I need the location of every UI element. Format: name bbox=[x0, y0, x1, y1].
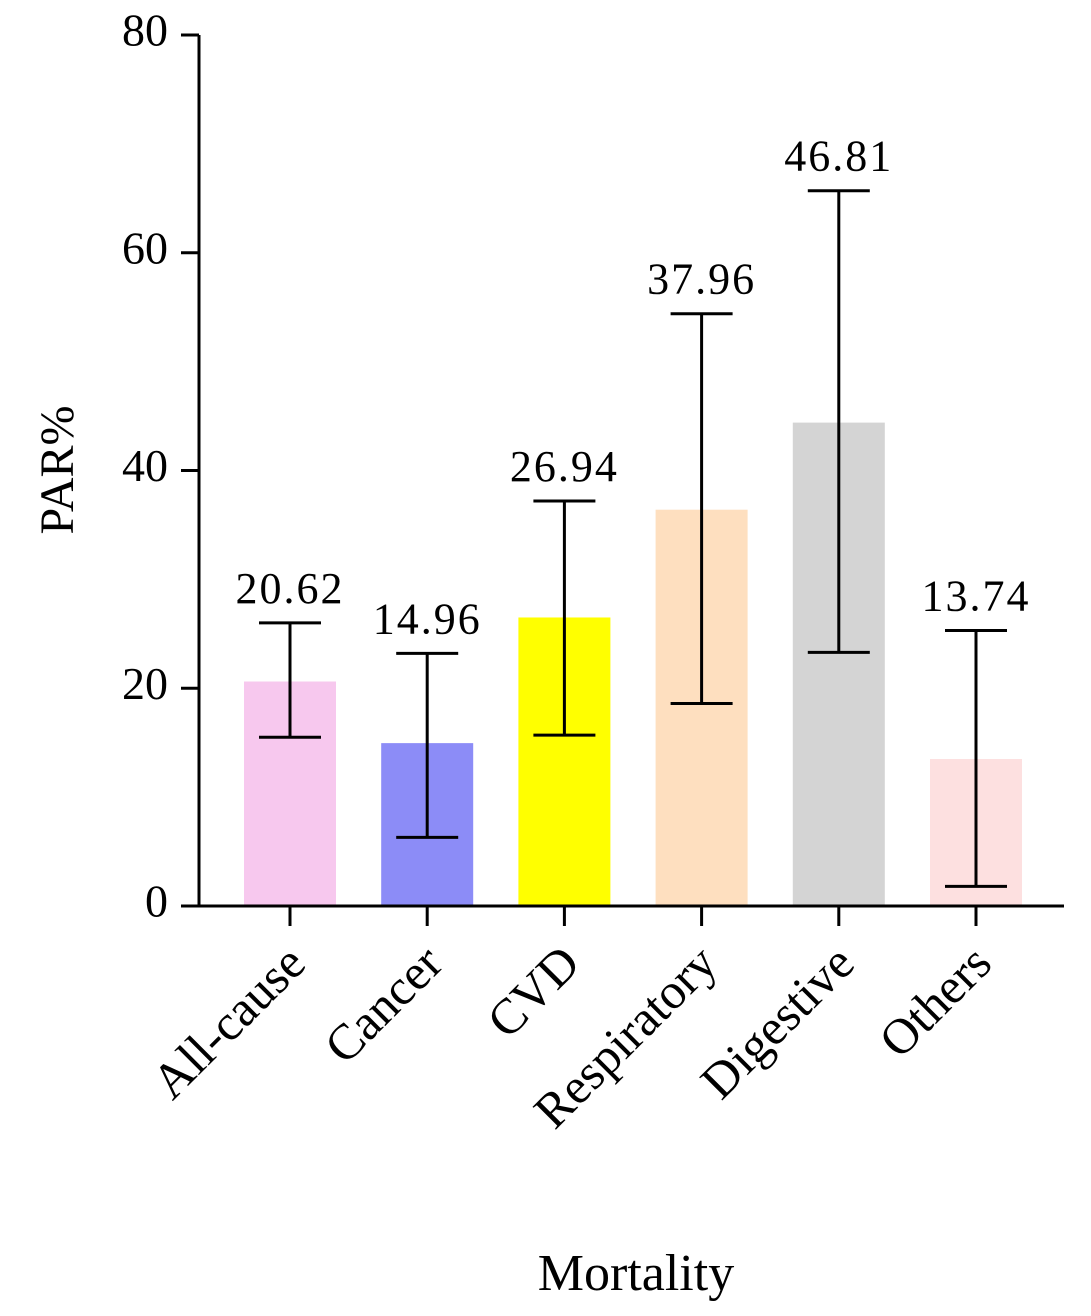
error-bars-group bbox=[259, 189, 1007, 888]
data-label: 26.94 bbox=[510, 442, 619, 491]
x-axis-label: Mortality bbox=[538, 1245, 734, 1302]
data-label: 46.81 bbox=[784, 132, 893, 181]
data-label: 14.96 bbox=[373, 594, 482, 643]
x-category-label: All-cause bbox=[141, 934, 316, 1109]
y-ticks-group: 0 20 40 60 80 bbox=[122, 5, 199, 927]
data-label: 13.74 bbox=[922, 572, 1031, 621]
x-category-label: CVD bbox=[476, 934, 590, 1048]
data-labels-group: 20.62 14.96 26.94 37.96 46.81 13.74 bbox=[236, 132, 1031, 644]
y-axis-label: PAR% bbox=[31, 406, 84, 535]
bars-group bbox=[244, 422, 1022, 906]
x-category-label: Digestive bbox=[689, 934, 864, 1109]
y-tick-label: 80 bbox=[122, 5, 168, 56]
y-tick-label: 0 bbox=[145, 876, 168, 927]
x-category-label: Others bbox=[868, 934, 1002, 1068]
x-category-label: Cancer bbox=[313, 934, 453, 1074]
y-tick-label: 60 bbox=[122, 222, 168, 273]
y-tick-label: 40 bbox=[122, 440, 168, 491]
data-label: 37.96 bbox=[647, 255, 756, 304]
y-tick-label: 20 bbox=[122, 658, 168, 709]
data-label: 20.62 bbox=[236, 564, 345, 613]
